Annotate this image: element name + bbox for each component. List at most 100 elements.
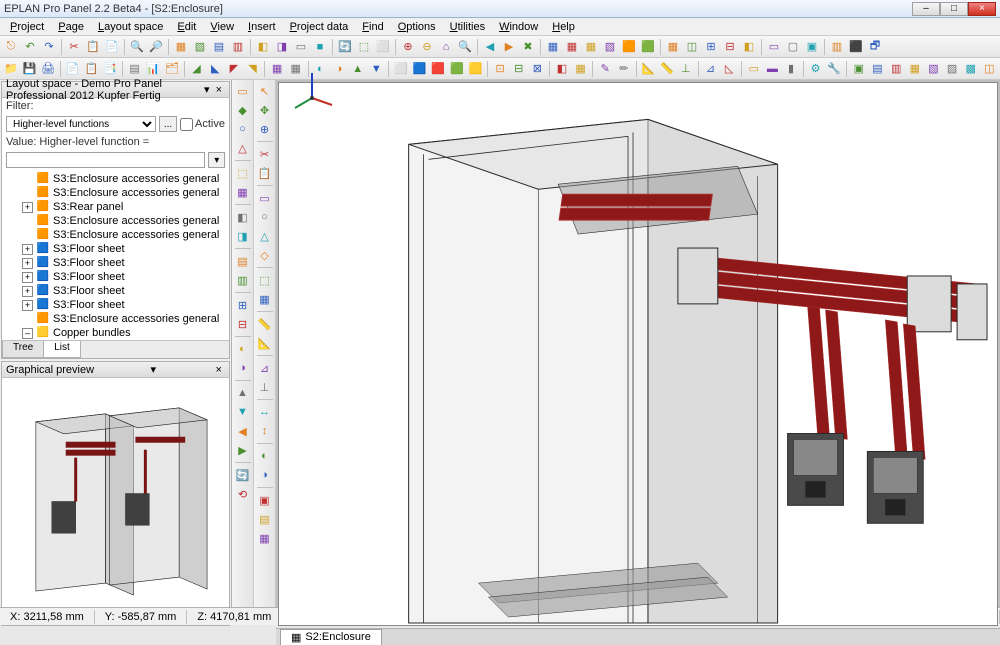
tree-tab[interactable]: Tree: [2, 341, 44, 358]
close-button[interactable]: ×: [968, 2, 996, 16]
tree-item[interactable]: 🟧S3:Enclosure accessories general: [4, 186, 227, 200]
toolbar-icon[interactable]: ▥: [234, 271, 252, 289]
toolbar-icon[interactable]: ⬛: [847, 38, 865, 56]
toolbar-icon[interactable]: ◑: [234, 359, 252, 377]
menu-utilities[interactable]: Utilities: [444, 20, 491, 34]
toolbar-icon[interactable]: ▦: [172, 38, 190, 56]
toolbar-icon[interactable]: ↖: [256, 82, 274, 100]
toolbar-icon[interactable]: ◀: [481, 38, 499, 56]
toolbar-icon[interactable]: ✥: [256, 101, 274, 119]
toolbar-icon[interactable]: ◫: [683, 38, 701, 56]
toolbar-icon[interactable]: 🟧: [620, 38, 638, 56]
toolbar-icon[interactable]: ⟲: [234, 485, 252, 503]
toolbar-icon[interactable]: 📐: [256, 334, 274, 352]
toolbar-icon[interactable]: ⬚: [256, 271, 274, 289]
toolbar-icon[interactable]: ▥: [828, 38, 846, 56]
toolbar-icon[interactable]: ▢: [784, 38, 802, 56]
toolbar-icon[interactable]: ✂: [65, 38, 83, 56]
menu-insert[interactable]: Insert: [242, 20, 282, 34]
toolbar-icon[interactable]: ✖: [519, 38, 537, 56]
toolbar-icon[interactable]: 📊: [144, 60, 162, 78]
toolbar-icon[interactable]: ⬚: [355, 38, 373, 56]
toolbar-icon[interactable]: ◤: [225, 60, 243, 78]
toolbar-icon[interactable]: ▲: [234, 384, 252, 402]
3d-view[interactable]: [278, 82, 998, 626]
panel-close-icon[interactable]: ×: [213, 84, 225, 96]
document-tab[interactable]: ▦ S2:Enclosure: [280, 629, 382, 645]
toolbar-icon[interactable]: ⬚: [234, 164, 252, 182]
menu-edit[interactable]: Edit: [171, 20, 202, 34]
toolbar-icon[interactable]: ↔: [256, 403, 274, 421]
toolbar-icon[interactable]: 🔎: [147, 38, 165, 56]
toolbar-icon[interactable]: 📑: [101, 60, 119, 78]
toolbar-icon[interactable]: 📋: [84, 38, 102, 56]
toolbar-icon[interactable]: 🔍: [128, 38, 146, 56]
toolbar-icon[interactable]: ⎋: [2, 38, 20, 56]
toolbar-icon[interactable]: 🔄: [234, 466, 252, 484]
menu-window[interactable]: Window: [493, 20, 544, 34]
toolbar-icon[interactable]: ▶: [234, 441, 252, 459]
toolbar-icon[interactable]: 📏: [256, 315, 274, 333]
toolbar-icon[interactable]: ▤: [256, 510, 274, 528]
toolbar-icon[interactable]: 🖨: [39, 60, 57, 78]
toolbar-icon[interactable]: ▭: [765, 38, 783, 56]
toolbar-icon[interactable]: ⊥: [256, 378, 274, 396]
toolbar-icon[interactable]: ⊿: [256, 359, 274, 377]
toolbar-icon[interactable]: ▣: [803, 38, 821, 56]
tree-item[interactable]: 🟧S3:Enclosure accessories general: [4, 214, 227, 228]
toolbar-icon[interactable]: ⊞: [234, 296, 252, 314]
toolbar-icon[interactable]: ◨: [234, 227, 252, 245]
tree-item[interactable]: 🟧S3:Enclosure accessories general: [4, 228, 227, 242]
toolbar-icon[interactable]: ▦: [664, 38, 682, 56]
toolbar-icon[interactable]: ◀: [234, 422, 252, 440]
toolbar-icon[interactable]: ⊞: [702, 38, 720, 56]
menu-help[interactable]: Help: [546, 20, 581, 34]
toolbar-icon[interactable]: 🗗: [866, 38, 884, 56]
toolbar-icon[interactable]: 📋: [83, 60, 101, 78]
toolbar-icon[interactable]: ⬜: [374, 38, 392, 56]
value-dropdown-button[interactable]: ▾: [208, 152, 225, 168]
tree-item[interactable]: +🟦S3:Floor sheet: [4, 256, 227, 270]
tree-item[interactable]: +🟦S3:Floor sheet: [4, 242, 227, 256]
minimize-button[interactable]: –: [912, 2, 940, 16]
tree-item[interactable]: +🟦S3:Floor sheet: [4, 284, 227, 298]
toolbar-icon[interactable]: ○: [234, 120, 252, 138]
tree-item[interactable]: –🟨Copper bundles: [4, 326, 227, 340]
toolbar-icon[interactable]: 🗂: [163, 60, 181, 78]
toolbar-icon[interactable]: ○: [256, 208, 274, 226]
toolbar-icon[interactable]: ✂: [256, 145, 274, 163]
filter-more-button[interactable]: ...: [159, 116, 177, 132]
filter-select[interactable]: Higher-level functions: [6, 116, 156, 132]
toolbar-icon[interactable]: ↷: [40, 38, 58, 56]
tree-item[interactable]: +🟦S3:Floor sheet: [4, 298, 227, 312]
toolbar-icon[interactable]: ◥: [244, 60, 262, 78]
toolbar-icon[interactable]: ▤: [234, 252, 252, 270]
menu-page[interactable]: Page: [52, 20, 90, 34]
toolbar-icon[interactable]: ▦: [563, 38, 581, 56]
toolbar-icon[interactable]: ▥: [229, 38, 247, 56]
toolbar-icon[interactable]: ⊟: [721, 38, 739, 56]
toolbar-icon[interactable]: ▣: [256, 491, 274, 509]
toolbar-icon[interactable]: △: [234, 139, 252, 157]
tree-item[interactable]: 🟧S3:Enclosure accessories general: [4, 312, 227, 326]
toolbar-icon[interactable]: ◧: [234, 208, 252, 226]
toolbar-icon[interactable]: ◨: [273, 38, 291, 56]
toolbar-icon[interactable]: ⊟: [234, 315, 252, 333]
toolbar-icon[interactable]: ◆: [234, 101, 252, 119]
toolbar-icon[interactable]: ◧: [254, 38, 272, 56]
toolbar-icon[interactable]: ⊖: [418, 38, 436, 56]
toolbar-icon[interactable]: 🔍: [456, 38, 474, 56]
toolbar-icon[interactable]: ◐: [256, 447, 274, 465]
menu-layout-space[interactable]: Layout space: [92, 20, 169, 34]
toolbar-icon[interactable]: ▦: [544, 38, 562, 56]
toolbar-icon[interactable]: ▦: [256, 290, 274, 308]
toolbar-icon[interactable]: ▭: [234, 82, 252, 100]
toolbar-icon[interactable]: 📄: [103, 38, 121, 56]
toolbar-icon[interactable]: ▦: [234, 183, 252, 201]
toolbar-icon[interactable]: ◑: [256, 466, 274, 484]
toolbar-icon[interactable]: 📁: [2, 60, 20, 78]
toolbar-icon[interactable]: ▼: [234, 403, 252, 421]
toolbar-icon[interactable]: ▦: [268, 60, 286, 78]
toolbar-icon[interactable]: ↕: [256, 422, 274, 440]
toolbar-icon[interactable]: ◐: [234, 340, 252, 358]
